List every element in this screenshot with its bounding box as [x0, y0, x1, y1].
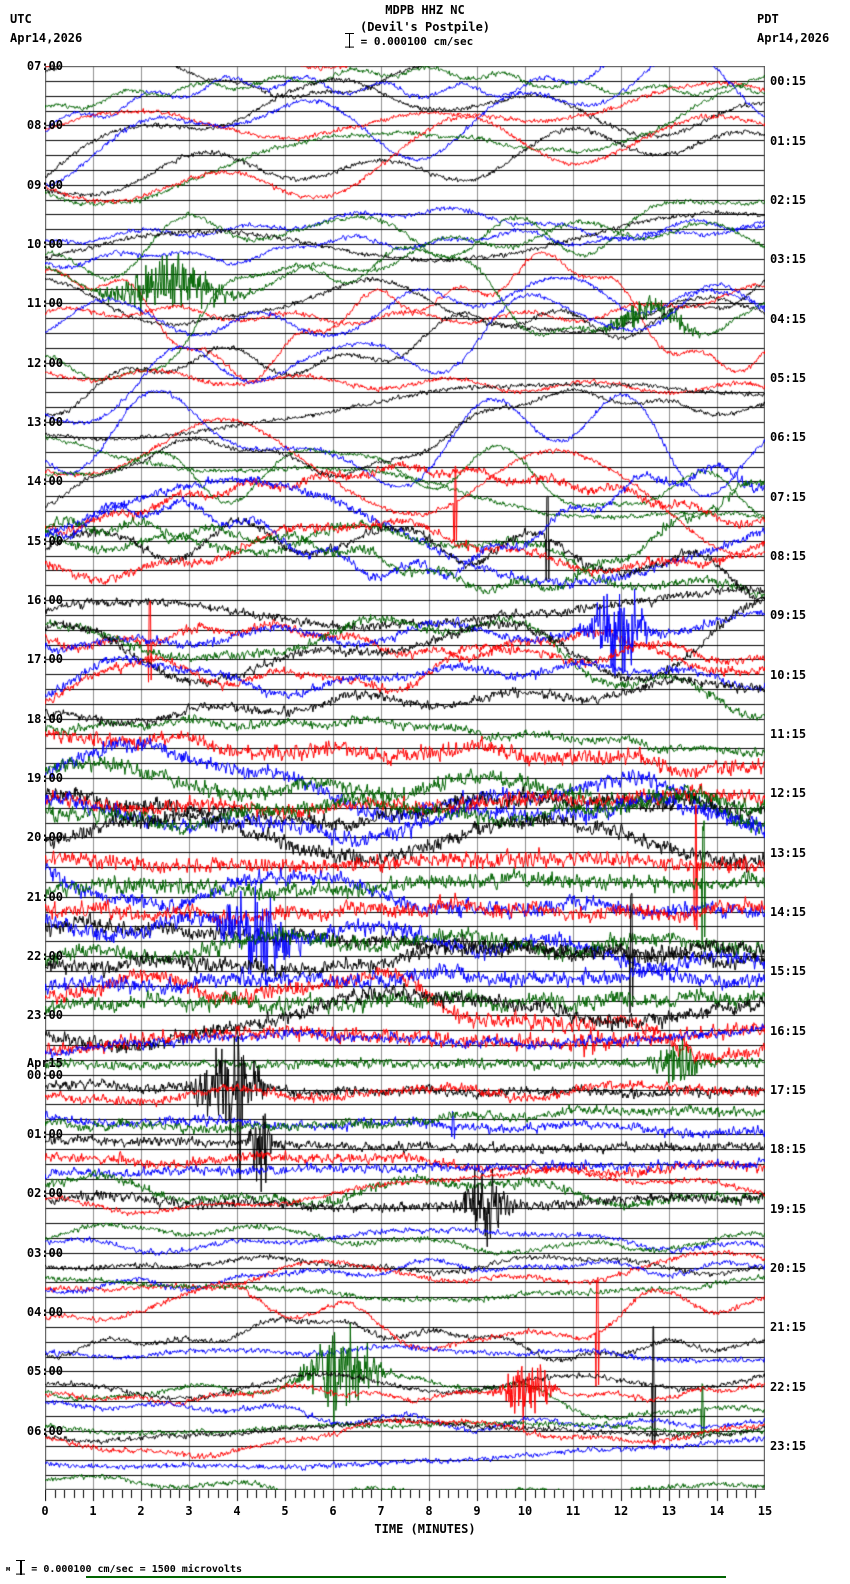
right-time-label: 11:15: [770, 727, 807, 742]
right-time-label: 16:15: [770, 1023, 807, 1038]
left-time-label: 09:00: [26, 177, 63, 192]
left-time-label: 21:00: [26, 889, 63, 904]
left-time-label: 16:00: [26, 593, 63, 607]
scale-reference: = 0.000100 cm/sec: [345, 33, 473, 48]
left-time-label: 22:00: [26, 949, 63, 963]
right-time-label: 14:15: [770, 905, 807, 920]
x-tick-label: 3: [185, 1504, 193, 1518]
header-right-date: Apr14,2026: [757, 31, 830, 45]
x-tick-label: 7: [377, 1504, 385, 1518]
x-axis-title: TIME (MINUTES): [374, 1522, 476, 1536]
right-time-label: 08:15: [770, 549, 807, 564]
right-time-label: 03:15: [770, 252, 807, 267]
x-tick-label: 12: [613, 1504, 629, 1518]
right-time-label: 07:15: [770, 489, 807, 504]
right-time-label: 12:15: [770, 786, 807, 801]
footer-prefix: м: [6, 1565, 11, 1573]
left-time-label: 01:00: [26, 1127, 63, 1141]
right-time-label: 15:15: [770, 964, 807, 979]
header-right-timezone: PDT: [757, 12, 779, 26]
left-time-label: 17:00: [26, 652, 63, 667]
left-time-label: 15:00: [26, 533, 63, 548]
left-time-label: 14:00: [26, 474, 63, 489]
right-time-label: 00:15: [770, 74, 807, 89]
header-left-date: Apr14,2026: [10, 31, 83, 45]
left-time-label: 23:00: [26, 1008, 63, 1023]
seismogram-canvas: [45, 66, 765, 1490]
station-title: MDPB HHZ NC: [385, 3, 465, 17]
x-tick-label: 0: [41, 1504, 49, 1518]
right-time-label: 01:15: [770, 133, 807, 148]
right-time-label: 10:15: [770, 667, 807, 682]
left-time-label: 03:00: [26, 1245, 63, 1260]
left-time-label: 04:00: [26, 1305, 63, 1319]
station-site-name: (Devil's Postpile): [359, 20, 491, 34]
right-time-label: 04:15: [770, 311, 807, 326]
x-tick-label: 14: [709, 1504, 725, 1518]
header-left-timezone: UTC: [10, 12, 32, 26]
left-time-label: 13:00: [26, 415, 63, 429]
footer-scale-bar-icon: [16, 1560, 26, 1575]
left-time-label: 12:00: [26, 355, 63, 370]
header-right-timezone-block: PDT Apr14,2026: [757, 10, 829, 48]
right-time-label: 22:15: [770, 1379, 807, 1394]
right-time-label: 23:15: [770, 1439, 807, 1454]
scale-reference-text: = 0.000100 cm/sec: [360, 35, 474, 48]
left-time-label: 05:00: [26, 1364, 63, 1379]
right-time-label: 18:15: [770, 1142, 807, 1157]
right-time-label: 21:15: [770, 1320, 807, 1335]
left-time-label: 18:00: [26, 711, 63, 726]
x-tick-label: 6: [329, 1504, 337, 1518]
left-time-label: 19:00: [26, 771, 63, 785]
page-header: UTC Apr14,2026 MDPB HHZ NC (Devil's Post…: [0, 0, 850, 60]
left-time-label: 10:00: [26, 237, 63, 251]
x-tick-label: 4: [233, 1504, 241, 1518]
right-time-label: 20:15: [770, 1261, 807, 1276]
x-tick-label: 9: [473, 1504, 481, 1518]
x-tick-label: 1: [89, 1504, 97, 1518]
footer-scale-note: м = 0.000100 cm/sec = 1500 microvolts: [6, 1560, 242, 1575]
header-left-timezone-block: UTC Apr14,2026: [10, 10, 82, 48]
x-tick-label: 10: [517, 1504, 533, 1518]
right-time-label: 06:15: [770, 430, 807, 445]
x-tick-label: 13: [661, 1504, 677, 1518]
x-axis-ticks: [45, 1490, 765, 1502]
right-time-label: 09:15: [770, 608, 807, 623]
x-tick-label: 15: [757, 1504, 773, 1518]
footer-underline: [86, 1576, 726, 1578]
left-time-label: 07:00: [26, 59, 63, 73]
right-time-label: 05:15: [770, 371, 807, 386]
left-time-label: 11:00: [26, 296, 63, 311]
x-axis-tick-labels: 0 1 2 3 4 5 6 7 8 9 10 11 12 13 14 15: [0, 1504, 850, 1520]
right-time-label: 02:15: [770, 193, 807, 208]
x-tick-label: 2: [137, 1504, 145, 1518]
left-time-label: 20:00: [26, 830, 63, 845]
footer-scale-text: = 0.000100 cm/sec = 1500 microvolts: [31, 1564, 242, 1575]
left-time-label: 02:00: [26, 1186, 63, 1201]
seismogram-plot-area: [45, 66, 765, 1490]
left-time-label: 00:00: [26, 1067, 63, 1082]
x-tick-label: 8: [425, 1504, 433, 1518]
left-time-label: 06:00: [26, 1423, 63, 1438]
scale-bar-icon: [345, 33, 354, 48]
left-day-change-label: Apr15: [26, 1055, 63, 1070]
x-tick-label: 11: [565, 1504, 581, 1518]
right-time-label: 19:15: [770, 1201, 807, 1216]
left-time-label: 08:00: [26, 118, 63, 133]
x-tick-label: 5: [281, 1504, 289, 1518]
right-time-label: 17:15: [770, 1083, 807, 1098]
right-time-label: 13:15: [770, 845, 807, 860]
header-center-block: MDPB HHZ NC (Devil's Postpile): [0, 2, 850, 36]
